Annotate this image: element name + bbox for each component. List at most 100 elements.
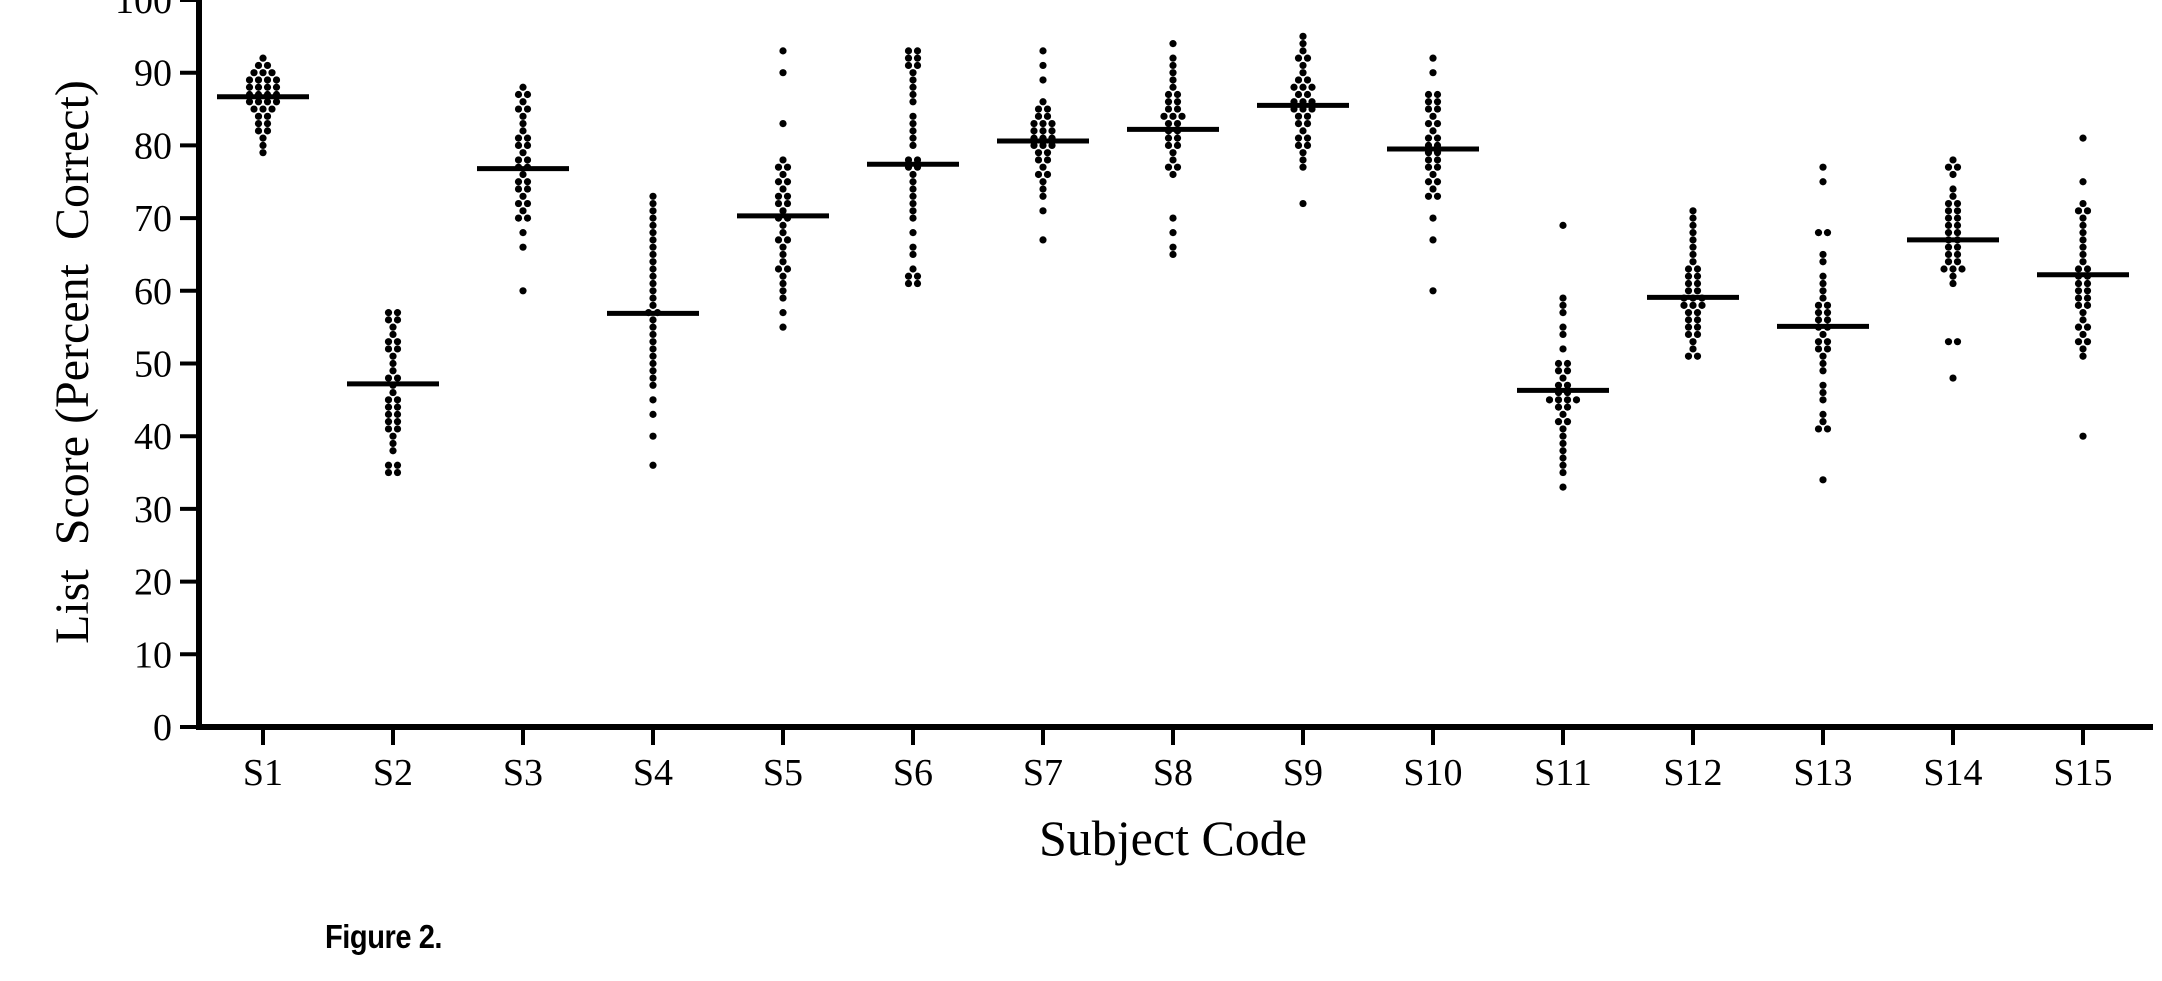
data-point [393,403,402,411]
data-point [1953,163,1962,171]
data-point [1424,163,1433,171]
data-point [1039,192,1047,200]
data-point [384,425,393,433]
data-point [779,185,787,193]
data-point [2083,207,2092,215]
data-point [649,330,657,339]
data-point [384,374,393,382]
data-point [1559,447,1567,455]
data-point [1043,105,1052,113]
data-point [1693,287,1702,295]
y-tick-label: 30 [134,489,172,531]
data-point [393,468,402,477]
data-point [649,345,657,353]
data-point [1429,170,1437,179]
data-point [1823,425,1832,433]
data-point [649,323,657,331]
data-point [1559,345,1567,353]
y-axis-ticks: 0 10 20 30 40 50 60 70 80 90 100 [115,0,199,749]
data-point [904,54,913,62]
data-point [649,236,657,244]
data-point [1173,98,1182,106]
data-point [514,141,523,149]
data-point [1689,338,1697,346]
data-point [1294,134,1303,142]
data-point [1689,214,1697,222]
data-point [909,127,917,135]
data-point [1559,425,1567,433]
data-point [904,279,913,288]
data-point [2079,178,2087,186]
data-point [1819,178,1827,186]
data-point [254,119,263,128]
data-point [1433,119,1442,128]
data-point [514,90,523,99]
data-point [393,338,402,346]
data-point [1949,185,1957,193]
data-point [523,156,532,164]
data-point [1684,265,1693,273]
data-point [2083,338,2092,346]
data-point [1173,105,1182,113]
data-point [1039,98,1047,106]
data-point [389,439,397,448]
data-points [245,32,2092,491]
data-point [1684,279,1693,288]
data-point [2079,229,2087,237]
data-point [1689,221,1697,229]
data-point [1294,54,1303,62]
data-point [779,279,787,288]
data-point [1039,178,1047,186]
data-point [519,98,527,106]
data-point [393,345,402,353]
data-point [1819,388,1827,397]
data-point [384,309,393,317]
data-point [1034,170,1043,179]
data-point [1048,141,1056,149]
data-point [1559,483,1567,491]
data-point [1949,170,1957,179]
y-tick-label: 90 [134,53,172,95]
data-point [779,258,787,266]
data-point [2074,279,2083,288]
data-point [263,119,272,128]
data-point [783,178,792,186]
data-point [1559,410,1567,418]
data-point [519,192,527,200]
data-point [1169,112,1177,120]
data-point [1814,345,1823,353]
y-tick-label: 100 [115,0,172,22]
data-point [2074,207,2083,215]
data-point [1169,69,1177,77]
data-point [389,330,397,339]
data-point [1814,229,1823,237]
x-tick-label: S6 [893,752,933,794]
data-point [649,410,657,418]
data-point [1949,279,1957,288]
x-tick-label: S13 [1793,752,1852,794]
data-point [909,185,917,193]
data-point [779,229,787,237]
data-point [1940,265,1948,273]
data-point [649,272,657,280]
data-point [254,112,263,120]
data-point [393,374,402,382]
data-point [1814,301,1823,309]
data-point [1424,119,1433,128]
data-point [2079,330,2087,339]
x-tick-label: S9 [1283,752,1323,794]
data-point [1299,156,1307,164]
data-point [1299,40,1307,48]
data-point [649,221,657,229]
x-tick-label: S12 [1663,752,1722,794]
data-point [1689,301,1697,309]
data-point [384,345,393,353]
data-point [1034,105,1043,113]
data-point [259,149,267,157]
data-point [649,381,657,389]
data-point [1178,112,1186,120]
y-tick-label: 80 [134,125,172,167]
data-point [1689,229,1697,237]
data-point [1680,301,1688,309]
data-point [272,83,281,91]
